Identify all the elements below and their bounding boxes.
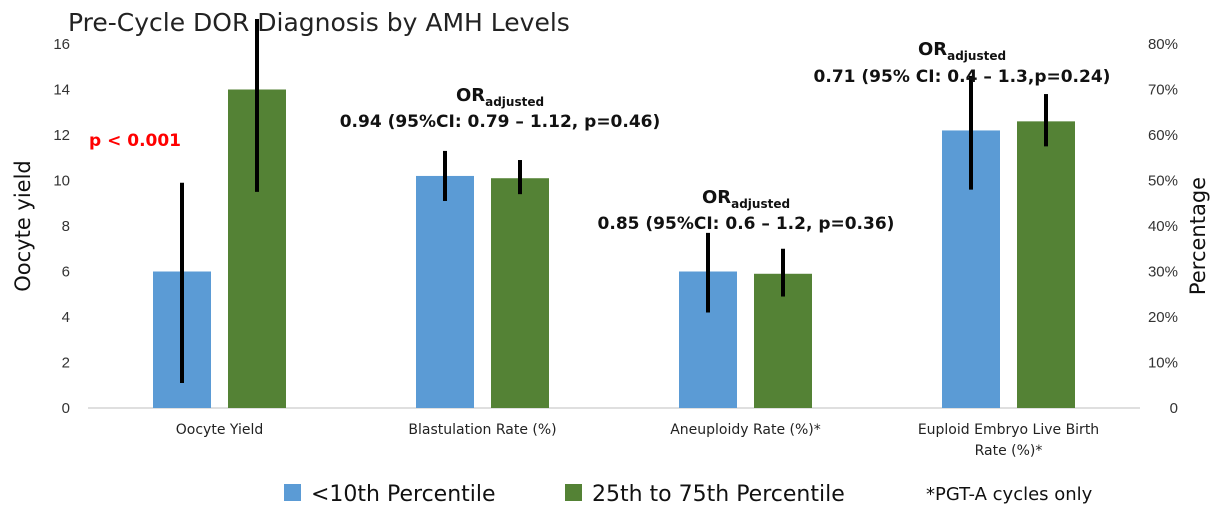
y2-tick-label: 20%: [1148, 309, 1178, 326]
y-tick-label: 12: [53, 127, 70, 144]
y2-tick-label: 10%: [1148, 355, 1178, 372]
bar: [1017, 121, 1075, 408]
y2-tick-label: 70%: [1148, 82, 1178, 99]
y-tick-label: 4: [62, 309, 70, 326]
odds-ratio-label: ORadjusted: [456, 85, 544, 109]
p-value-label: p < 0.001: [89, 131, 181, 151]
y-tick-label: 16: [53, 36, 70, 53]
y2-tick-label: 30%: [1148, 264, 1178, 281]
bar: [491, 178, 549, 408]
y2-tick-label: 40%: [1148, 218, 1178, 235]
y2-axis-title: Percentage: [1186, 177, 1210, 295]
y2-tick-label: 0: [1170, 400, 1178, 417]
y2-tick-label: 50%: [1148, 173, 1178, 190]
x-tick-label: Euploid Embryo Live Birth Rate (%)*: [918, 422, 1099, 459]
legend-swatch: [284, 484, 301, 501]
odds-ratio-label: ORadjusted: [918, 39, 1006, 63]
legend-label: 25th to 75th Percentile: [592, 482, 845, 507]
x-tick-label: Aneuploidy Rate (%)*: [670, 422, 821, 438]
axes: 0 0 2 10% 4 20% 6 30% 8 40% 10 50% 12 60% 14 70% 16 80%: [53, 36, 1178, 417]
category-labels: Oocyte Yield Blastulation Rate (%) Aneuplo…: [176, 422, 1099, 459]
legend: <10th Percentile 25th to 75th Percentile *…: [284, 482, 1093, 507]
legend-label: <10th Percentile: [311, 482, 496, 507]
odds-ratio-value: 0.85 (95%CI: 0.6 – 1.2, p=0.36): [598, 214, 895, 234]
bar: [416, 175, 474, 408]
x-tick-label: Oocyte Yield: [176, 422, 263, 438]
error-bars: [180, 18, 1048, 383]
annotations: p < 0.001 ORadjusted 0.94 (95%CI: 0.79 – 1…: [89, 39, 1110, 234]
y2-tick-label: 60%: [1148, 127, 1178, 144]
odds-ratio-value: 0.71 (95% CI: 0.4 – 1.3,p=0.24): [814, 67, 1111, 87]
y-tick-label: 6: [62, 264, 70, 281]
legend-swatch: [565, 484, 582, 501]
odds-ratio-label: ORadjusted: [702, 187, 790, 211]
y2-tick-label: 80%: [1148, 36, 1178, 53]
y-tick-label: 10: [53, 173, 70, 190]
chart-title: Pre-Cycle DOR Diagnosis by AMH Levels: [68, 8, 570, 37]
y-tick-label: 0: [62, 400, 70, 417]
y-tick-label: 2: [62, 355, 70, 372]
y-tick-label: 8: [62, 218, 70, 235]
legend-note: *PGT-A cycles only: [926, 484, 1093, 505]
y-axis-title: Oocyte yield: [11, 160, 35, 292]
bars: [153, 89, 1075, 408]
y-tick-label: 14: [53, 82, 70, 99]
odds-ratio-value: 0.94 (95%CI: 0.79 – 1.12, p=0.46): [340, 112, 661, 132]
x-tick-label: Blastulation Rate (%): [408, 422, 556, 438]
